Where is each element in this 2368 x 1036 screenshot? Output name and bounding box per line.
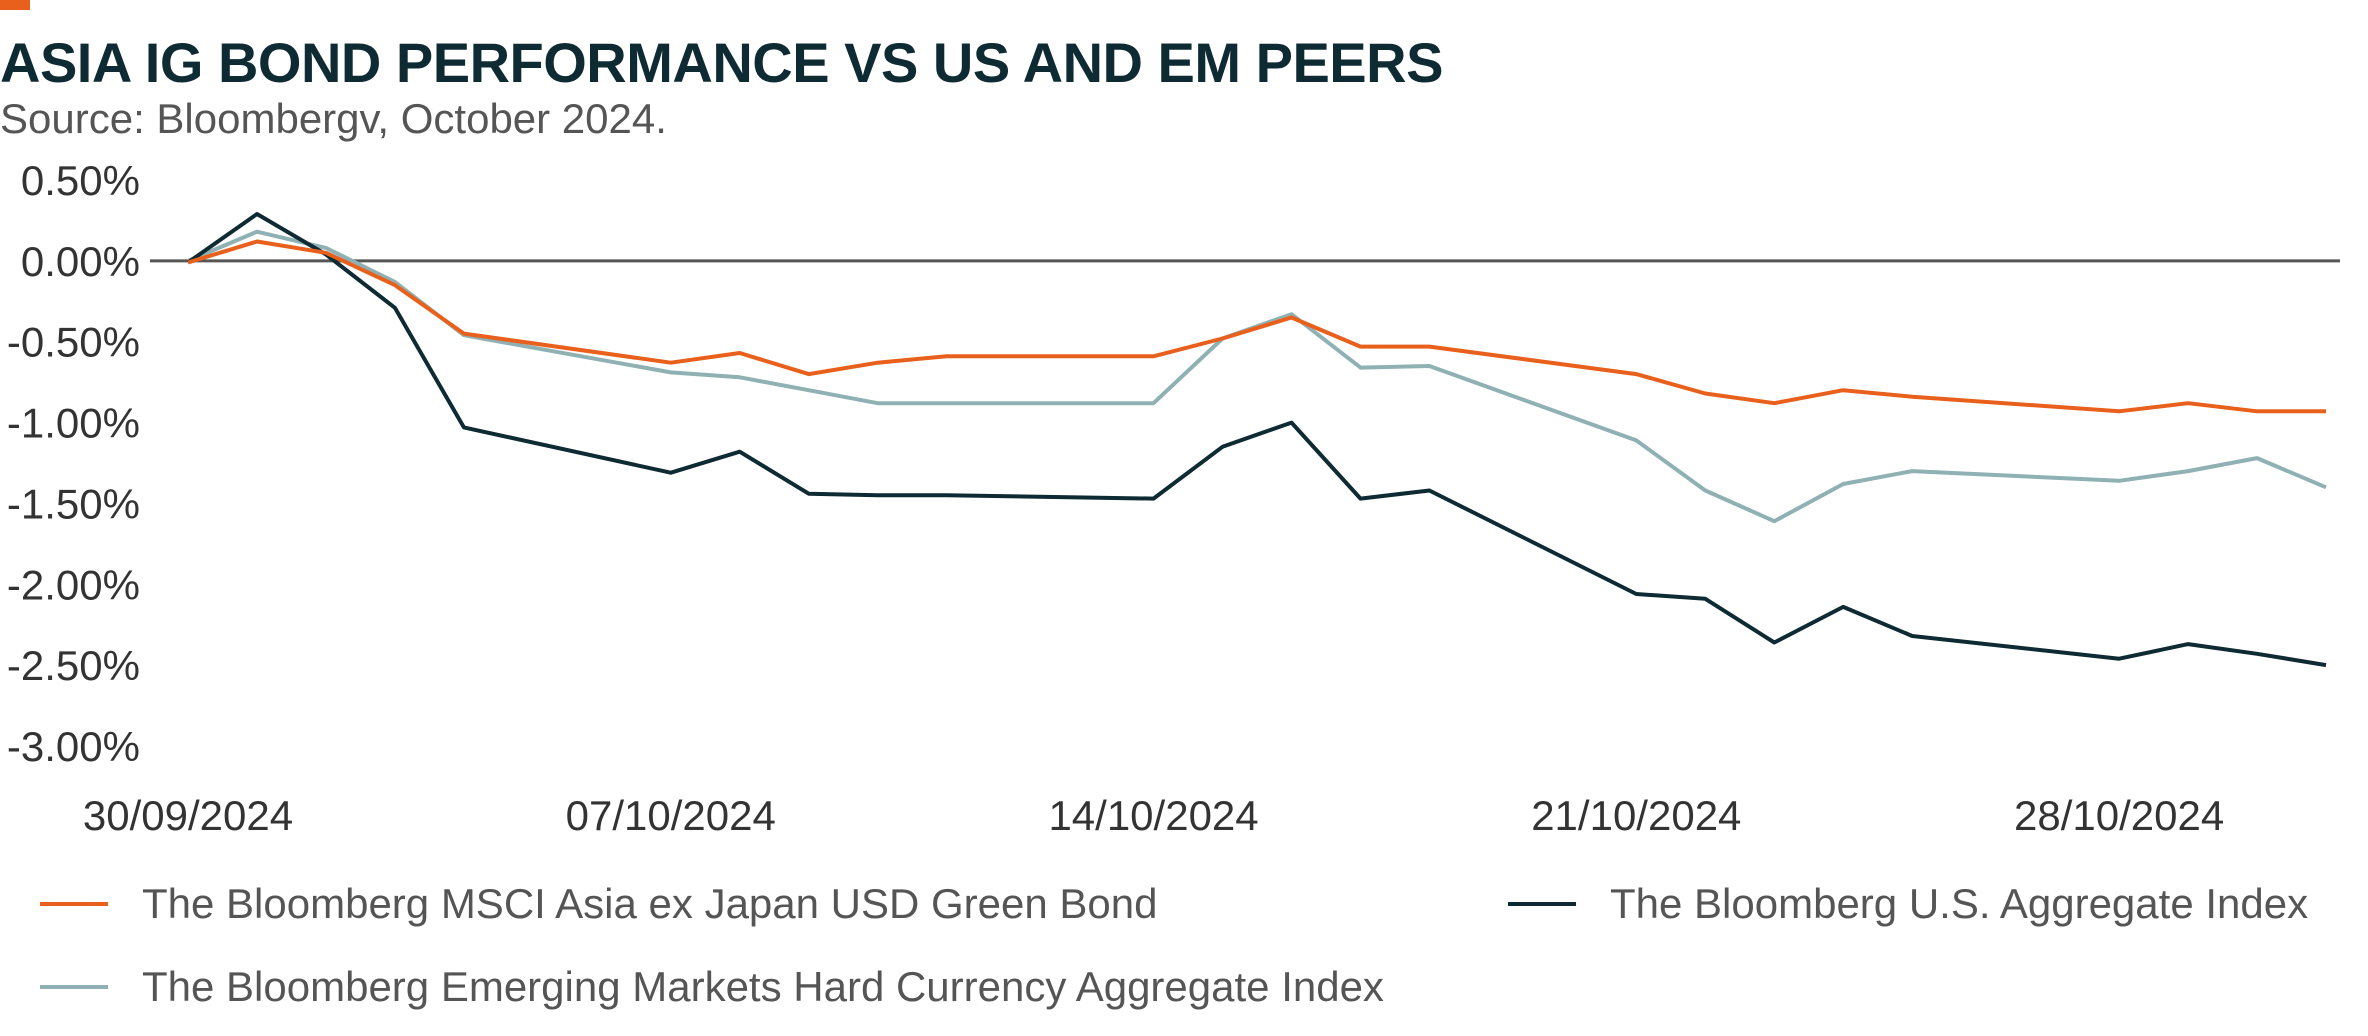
legend-label-us: The Bloomberg U.S. Aggregate Index: [1610, 880, 2309, 927]
x-tick-label: 21/10/2024: [1531, 792, 1741, 839]
series-lines: [186, 212, 2327, 668]
legend-swatch-em: [40, 985, 108, 989]
legend-item-em: The Bloomberg Emerging Markets Hard Curr…: [40, 963, 1384, 1011]
y-tick-label: -2.50%: [7, 642, 140, 689]
x-tick-label: 07/10/2024: [566, 792, 776, 839]
chart-source: Source: Bloombergv, October 2024.: [0, 95, 667, 142]
y-tick-label: -0.50%: [7, 319, 140, 366]
x-tick-label: 28/10/2024: [2014, 792, 2224, 839]
y-tick-label: -2.00%: [7, 561, 140, 608]
y-tick-label: 0.50%: [21, 157, 140, 204]
legend-swatch-us: [1508, 902, 1576, 906]
legend-swatch-asia: [40, 902, 108, 906]
legend-label-em: The Bloomberg Emerging Markets Hard Curr…: [142, 963, 1384, 1010]
legend-item-us: The Bloomberg U.S. Aggregate Index: [1508, 880, 2308, 928]
x-axis-ticks: 30/09/2024 07/10/2024 14/10/2024 21/10/2024…: [83, 792, 2224, 839]
y-tick-label: -3.00%: [7, 723, 140, 770]
x-tick-label: 30/09/2024: [83, 792, 293, 839]
y-tick-label: 0.00%: [21, 238, 140, 285]
x-tick-label: 14/10/2024: [1048, 792, 1258, 839]
y-tick-label: -1.00%: [7, 400, 140, 447]
series-line-asia: [187, 239, 2326, 414]
legend-item-asia: The Bloomberg MSCI Asia ex Japan USD Gre…: [40, 880, 1158, 928]
legend-label-asia: The Bloomberg MSCI Asia ex Japan USD Gre…: [142, 880, 1158, 927]
y-tick-label: -1.50%: [7, 480, 140, 527]
accent-bar: [0, 0, 30, 10]
y-axis-ticks: 0.50% 0.00% -0.50% -1.00% -1.50% -2.00% -2.50%…: [7, 157, 140, 770]
series-line-us: [186, 212, 2327, 668]
chart-title: ASIA IG BOND PERFORMANCE VS US AND EM PE…: [0, 31, 1443, 94]
series-line-em: [187, 229, 2327, 524]
